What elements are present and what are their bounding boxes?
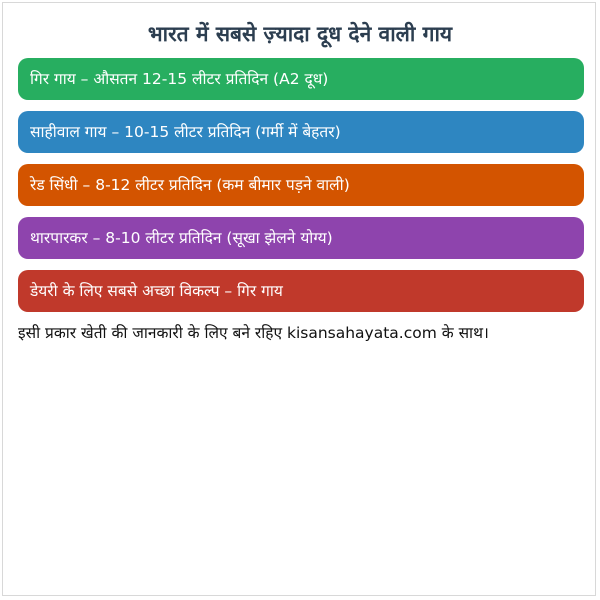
card-dairy-recommendation: डेयरी के लिए सबसे अच्छा विकल्प – गिर गाय — [18, 270, 584, 312]
card-sahiwal-cow: साहीवाल गाय – 10-15 लीटर प्रतिदिन (गर्मी… — [18, 111, 584, 153]
card-label: डेयरी के लिए सबसे अच्छा विकल्प – गिर गाय — [30, 282, 283, 300]
card-label: साहीवाल गाय – 10-15 लीटर प्रतिदिन (गर्मी… — [30, 123, 341, 141]
card-red-sindhi: रेड सिंधी – 8-12 लीटर प्रतिदिन (कम बीमार… — [18, 164, 584, 206]
card-label: थारपारकर – 8-10 लीटर प्रतिदिन (सूखा झेलन… — [30, 229, 333, 247]
card-label: रेड सिंधी – 8-12 लीटर प्रतिदिन (कम बीमार… — [30, 176, 350, 194]
card-gir-cow: गिर गाय – औसतन 12-15 लीटर प्रतिदिन (A2 द… — [18, 58, 584, 100]
page-title: भारत में सबसे ज़्यादा दूध देने वाली गाय — [147, 22, 453, 46]
card-label: गिर गाय – औसतन 12-15 लीटर प्रतिदिन (A2 द… — [30, 70, 329, 88]
card-tharparkar: थारपारकर – 8-10 लीटर प्रतिदिन (सूखा झेलन… — [18, 217, 584, 259]
footer-note: इसी प्रकार खेती की जानकारी के लिए बने रह… — [18, 324, 489, 342]
